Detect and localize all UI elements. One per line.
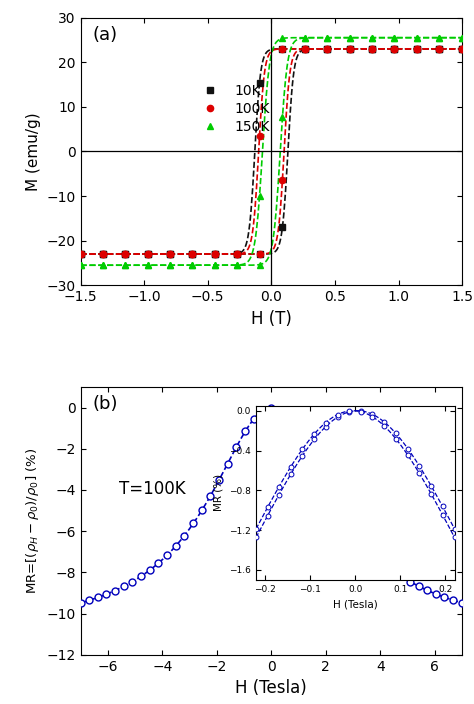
100K — [347, 44, 353, 53]
Text: (b): (b) — [92, 395, 118, 413]
100K — [145, 250, 151, 258]
150K — [414, 34, 420, 42]
10K — [302, 45, 308, 54]
10K — [190, 250, 195, 258]
150K — [437, 34, 442, 42]
100K — [280, 175, 285, 184]
Y-axis label: MR=[$(\rho_H - \rho_0)/\rho_0$] (%): MR=[$(\rho_H - \rho_0)/\rho_0$] (%) — [24, 448, 41, 594]
100K — [437, 44, 442, 53]
10K — [256, 250, 262, 258]
10K — [459, 44, 465, 53]
150K — [256, 260, 262, 269]
100K — [122, 250, 128, 258]
100K — [459, 44, 465, 53]
10K — [369, 44, 375, 53]
10K — [212, 250, 218, 258]
100K — [324, 44, 329, 53]
10K — [347, 44, 353, 53]
Text: (a): (a) — [92, 25, 117, 44]
10K — [145, 250, 151, 258]
150K — [324, 34, 329, 42]
10K — [122, 250, 128, 258]
150K — [145, 261, 151, 270]
150K — [347, 34, 353, 42]
100K — [414, 44, 420, 53]
10K — [391, 44, 397, 53]
Line: 100K: 100K — [77, 46, 465, 257]
100K — [167, 250, 173, 258]
X-axis label: H (T): H (T) — [251, 310, 292, 328]
150K — [391, 34, 397, 42]
150K — [167, 261, 173, 270]
150K — [122, 261, 128, 270]
10K — [78, 250, 83, 258]
10K — [280, 222, 285, 231]
100K — [235, 250, 240, 258]
100K — [100, 250, 106, 258]
10K — [437, 44, 442, 53]
10K — [324, 44, 329, 53]
100K — [391, 44, 397, 53]
150K — [280, 113, 285, 122]
150K — [100, 261, 106, 270]
10K — [167, 250, 173, 258]
150K — [369, 34, 375, 42]
Line: 10K: 10K — [77, 46, 465, 257]
X-axis label: H (Tesla): H (Tesla) — [236, 679, 307, 697]
100K — [369, 44, 375, 53]
10K — [414, 44, 420, 53]
Line: 150K: 150K — [77, 34, 465, 268]
10K — [235, 250, 240, 258]
10K — [100, 250, 106, 258]
100K — [190, 250, 195, 258]
150K — [459, 34, 465, 42]
100K — [212, 250, 218, 258]
Legend: 10K, 100K, 150K: 10K, 100K, 150K — [187, 78, 275, 139]
150K — [190, 261, 195, 270]
150K — [302, 34, 308, 42]
150K — [212, 261, 218, 270]
150K — [235, 261, 240, 270]
100K — [256, 250, 262, 258]
Y-axis label: M (emu/g): M (emu/g) — [26, 112, 41, 191]
100K — [302, 45, 308, 54]
100K — [78, 250, 83, 258]
Text: T=100K: T=100K — [118, 480, 185, 498]
150K — [78, 261, 83, 270]
